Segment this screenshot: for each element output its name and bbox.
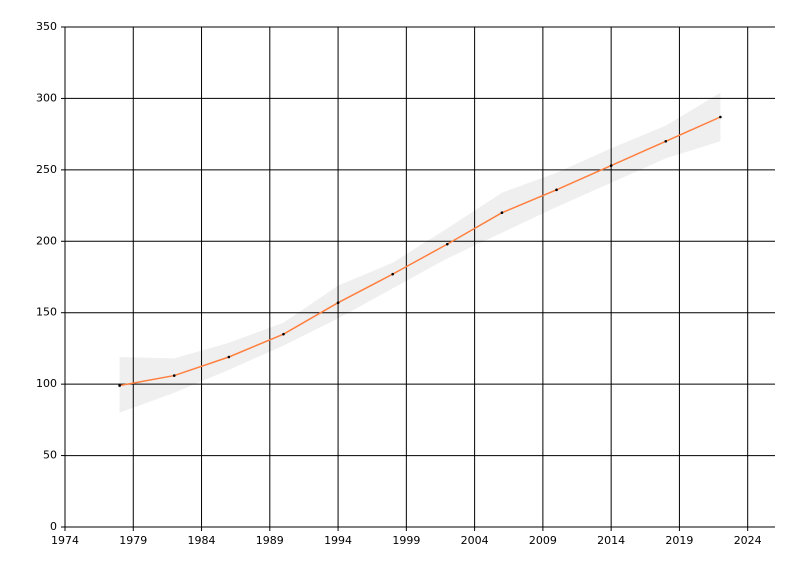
marker bbox=[227, 355, 231, 359]
y-tick-label: 150 bbox=[36, 306, 57, 319]
marker bbox=[446, 242, 449, 246]
x-tick-label: 2019 bbox=[665, 534, 693, 547]
marker bbox=[391, 272, 394, 276]
y-tick-label: 350 bbox=[36, 20, 57, 33]
marker bbox=[172, 374, 176, 377]
line bbox=[119, 116, 721, 387]
y-tick-label: 0 bbox=[50, 520, 57, 533]
y-tick-label: 250 bbox=[36, 163, 57, 176]
y-tick-label: 200 bbox=[36, 234, 57, 247]
x-tick-label: 2009 bbox=[529, 534, 557, 547]
x-tick-label: 1994 bbox=[324, 534, 352, 547]
x-tick-label: 2024 bbox=[734, 534, 762, 547]
x-tick-label: 1974 bbox=[51, 534, 79, 547]
marker bbox=[118, 384, 121, 387]
marker bbox=[664, 139, 668, 143]
x-tick-label: 2004 bbox=[461, 534, 489, 547]
x-tick-label: 1979 bbox=[119, 534, 147, 547]
y-tick-label: 50 bbox=[43, 449, 57, 462]
y-tick-label: 100 bbox=[36, 377, 57, 390]
x-tick-label: 2014 bbox=[597, 534, 625, 547]
marker bbox=[555, 188, 558, 192]
confidence-band bbox=[119, 92, 721, 413]
marker bbox=[719, 115, 722, 119]
x-tick-label: 1999 bbox=[392, 534, 420, 547]
marker bbox=[500, 211, 504, 215]
x-tick-label: 1984 bbox=[188, 534, 216, 547]
marker bbox=[282, 332, 285, 336]
marker bbox=[336, 301, 340, 305]
x-tick-label: 1989 bbox=[256, 534, 284, 547]
y-tick-label: 300 bbox=[36, 91, 57, 104]
marker bbox=[609, 164, 613, 167]
